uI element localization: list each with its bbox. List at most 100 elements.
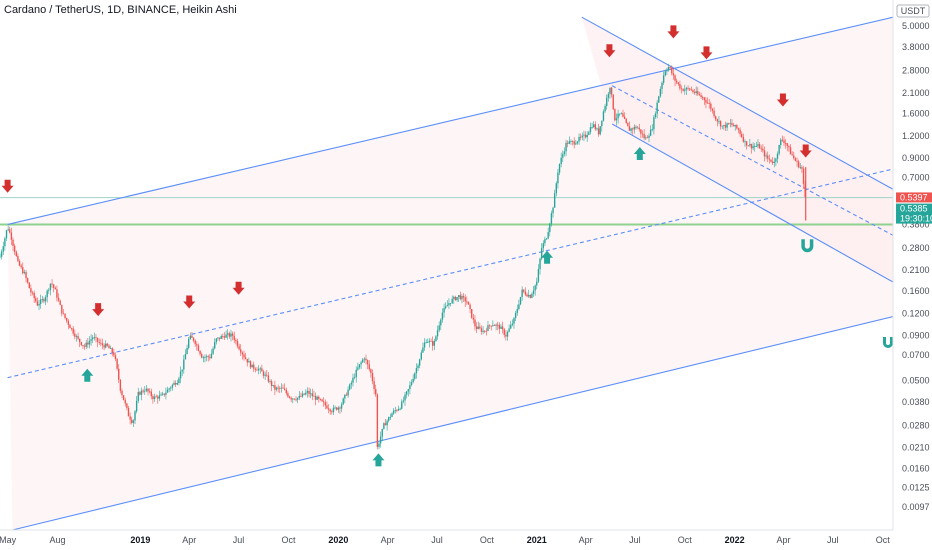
candle xyxy=(18,259,21,267)
candle-body xyxy=(22,267,24,274)
candle xyxy=(518,299,520,311)
price-axis[interactable]: 5.0000 3.8000 2.8000 2.1000 1.6000 1.2000 0.90… xyxy=(892,0,932,530)
candle-body xyxy=(108,345,110,349)
candle xyxy=(233,331,235,344)
candle xyxy=(614,108,616,122)
candle xyxy=(776,151,779,164)
candle-body xyxy=(254,368,257,370)
candle xyxy=(204,354,206,363)
candle-body xyxy=(339,407,341,409)
candle xyxy=(275,386,278,392)
candle xyxy=(322,397,325,407)
candle-body xyxy=(690,89,693,91)
candle xyxy=(675,78,678,85)
price-tick-label: 0.0210 xyxy=(902,443,930,453)
candle xyxy=(628,121,631,131)
candle xyxy=(511,319,514,327)
candle xyxy=(228,331,231,339)
down-arrow-icon xyxy=(1,179,14,193)
candle-body xyxy=(394,410,396,412)
candle-body xyxy=(342,398,344,405)
candle-body xyxy=(578,136,580,142)
candle-body xyxy=(305,392,307,395)
candle xyxy=(427,338,429,343)
candle xyxy=(726,122,728,131)
candle-body xyxy=(43,299,45,302)
candle xyxy=(466,296,468,305)
candle-body xyxy=(381,428,383,437)
candle xyxy=(82,344,84,350)
candle-body xyxy=(106,343,109,346)
candle-body xyxy=(485,330,488,332)
candle xyxy=(415,363,418,379)
candle-body xyxy=(300,395,302,397)
candle xyxy=(801,165,803,173)
candle xyxy=(566,140,569,148)
candle-body xyxy=(179,371,182,379)
down-arrow-shape xyxy=(183,295,196,309)
candle-body xyxy=(378,443,380,447)
candle xyxy=(797,159,800,169)
candle-body xyxy=(103,345,105,348)
time-tick-label: Aug xyxy=(49,535,65,545)
time-axis[interactable]: May Aug 2019 Apr Jul Oct 2020 Apr Jul Oct 2021 Apr J… xyxy=(0,529,893,545)
candle-body xyxy=(687,87,689,89)
candle-body xyxy=(503,329,505,335)
candle-body xyxy=(729,123,732,125)
time-tick-label: Jul xyxy=(233,535,245,545)
candle-body xyxy=(628,126,631,131)
candle xyxy=(459,291,462,301)
candle-body xyxy=(675,80,678,83)
time-tick-label: Apr xyxy=(381,535,395,545)
candle-body xyxy=(116,359,118,369)
down-arrow-shape xyxy=(667,25,680,39)
down-arrow-shape xyxy=(700,46,713,60)
candle-body xyxy=(184,354,187,360)
candle xyxy=(557,168,559,189)
candle xyxy=(264,371,266,381)
candle-body xyxy=(384,423,387,426)
candle-body xyxy=(723,124,725,126)
candle-body xyxy=(142,390,144,392)
candle xyxy=(770,159,772,163)
candle xyxy=(236,338,239,349)
candle-body xyxy=(636,127,639,129)
candle xyxy=(28,282,30,289)
price-tick-label: 2.1000 xyxy=(902,88,930,98)
candle-body xyxy=(527,294,530,297)
candle xyxy=(710,101,712,112)
candle xyxy=(344,394,346,404)
candle xyxy=(731,119,733,128)
candle-body xyxy=(160,394,162,396)
candle xyxy=(147,387,149,396)
price-tick-label: 0.2800 xyxy=(902,243,930,253)
candle xyxy=(656,99,658,119)
candle-body xyxy=(20,265,22,268)
candle xyxy=(737,127,740,134)
candle-body xyxy=(667,67,670,71)
candle xyxy=(505,330,507,341)
candle-body xyxy=(645,137,647,139)
candle xyxy=(788,144,790,152)
candle xyxy=(10,227,13,246)
candle xyxy=(371,369,374,385)
candle xyxy=(755,141,758,148)
candle xyxy=(752,142,754,151)
candle xyxy=(448,298,450,309)
candle xyxy=(113,348,115,358)
down-arrow-shape xyxy=(776,93,789,107)
candle-body xyxy=(664,71,666,76)
candle-body xyxy=(88,340,91,345)
candle-body xyxy=(674,75,676,81)
candle-body xyxy=(158,395,161,399)
price-tick-label: 0.0125 xyxy=(902,483,930,493)
candle xyxy=(775,157,777,167)
candle-body xyxy=(529,294,531,298)
candle xyxy=(412,374,414,384)
candle-body xyxy=(757,144,759,147)
candle xyxy=(26,277,29,284)
candle-body xyxy=(56,289,58,298)
candle-body xyxy=(701,96,704,98)
magnet-icon xyxy=(801,239,814,253)
